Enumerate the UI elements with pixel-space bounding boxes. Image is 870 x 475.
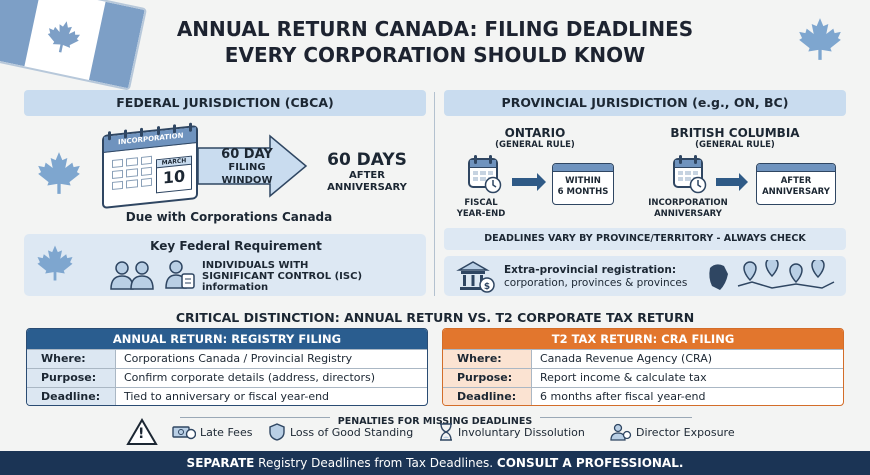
bc-deadline-box: AFTER ANNIVERSARY xyxy=(756,163,836,205)
bc-rule: (GENERAL RULE) xyxy=(695,140,775,150)
svg-text:$: $ xyxy=(484,282,490,292)
penalty-dissolution: Involuntary Dissolution xyxy=(438,423,585,441)
person-gear-icon xyxy=(610,423,632,441)
page-title-line-2: EVERY CORPORATION SHOULD KNOW xyxy=(224,43,646,67)
window-label-1: 60 DAY xyxy=(221,147,273,162)
bc-end-2: ANNIVERSARY xyxy=(762,187,830,197)
penalty-label: Director Exposure xyxy=(636,425,735,439)
bc-arrow-icon xyxy=(716,173,748,191)
bc-start-1: INCORPORATION xyxy=(648,198,728,208)
t2-return-header: T2 TAX RETURN: CRA FILING xyxy=(443,329,843,349)
table-row: Where: Canada Revenue Agency (CRA) xyxy=(443,349,843,368)
footer-part-1: SEPARATE xyxy=(186,456,255,470)
bank-icon: $ xyxy=(456,261,495,293)
penalty-label: Loss of Good Standing xyxy=(290,425,414,439)
days-sub-1: AFTER xyxy=(349,170,385,181)
ontario-start-2: YEAR-END xyxy=(456,209,506,219)
federal-heading: FEDERAL JURISDICTION (CBCA) xyxy=(24,90,426,116)
penalty-label: Involuntary Dissolution xyxy=(458,425,585,439)
days-sub-2: ANNIVERSARY xyxy=(327,182,407,193)
annual-return-table: ANNUAL RETURN: REGISTRY FILING Where: Cor… xyxy=(26,328,428,406)
annual-return-header: ANNUAL RETURN: REGISTRY FILING xyxy=(27,329,427,349)
ontario-end-2: 6 MONTHS xyxy=(557,187,609,197)
row-value: Tied to anniversary or fiscal year-end xyxy=(115,388,427,405)
maple-leaf-icon xyxy=(37,245,73,281)
extra-line-1: Extra-provincial registration: xyxy=(504,264,677,276)
penalty-late-fees: Late Fees xyxy=(172,423,252,441)
row-value: 6 months after fiscal year-end xyxy=(531,388,843,405)
table-row: Deadline: 6 months after fiscal year-end xyxy=(443,387,843,405)
table-row: Where: Corporations Canada / Provincial R… xyxy=(27,349,427,368)
incorporation-calendar-icon: INCORPORATION MARCH 10 xyxy=(102,122,198,210)
provincial-heading: PROVINCIAL JURISDICTION (e.g., ON, BC) xyxy=(444,90,846,116)
row-key: Purpose: xyxy=(443,369,531,387)
page-title-line-1: ANNUAL RETURN CANADA: FILING DEADLINES xyxy=(176,17,694,41)
requirement-line-2: SIGNIFICANT CONTROL (ISC) xyxy=(202,271,363,282)
calendar-day: 10 xyxy=(162,166,186,188)
row-key: Purpose: xyxy=(27,369,115,387)
table-row: Purpose: Report income & calculate tax xyxy=(443,368,843,387)
ontario-deadline-box: WITHIN 6 MONTHS xyxy=(552,163,614,205)
table-row: Purpose: Confirm corporate details (addre… xyxy=(27,368,427,387)
bc-title: BRITISH COLUMBIA xyxy=(670,126,800,140)
footer-banner: SEPARATE Registry Deadlines from Tax Dea… xyxy=(0,451,870,475)
window-label-2: FILING xyxy=(228,162,266,173)
maple-leaf-icon xyxy=(38,152,80,194)
requirement-line-1: INDIVIDUALS WITH xyxy=(202,260,309,271)
penalties-title: PENALTIES FOR MISSING DEADLINES xyxy=(329,416,541,427)
requirement-line-3: information xyxy=(202,282,269,293)
federal-requirement-box xyxy=(24,234,426,296)
bc-end-1: AFTER xyxy=(780,176,812,186)
row-key: Deadline: xyxy=(27,388,115,405)
clock-icon xyxy=(689,176,707,194)
t2-return-table: T2 TAX RETURN: CRA FILING Where: Canada R… xyxy=(442,328,844,406)
table-row: Deadline: Tied to anniversary or fiscal y… xyxy=(27,387,427,405)
distinction-title: CRITICAL DISTINCTION: ANNUAL RETURN VS. … xyxy=(175,310,695,325)
ontario-rule: (GENERAL RULE) xyxy=(495,140,575,150)
vary-note: DEADLINES VARY BY PROVINCE/TERRITORY - A… xyxy=(444,228,846,250)
row-key: Where: xyxy=(443,350,531,368)
row-value: Confirm corporate details (address, dire… xyxy=(115,369,427,387)
panel-divider xyxy=(434,92,435,296)
footer-part-2: Registry Deadlines from Tax Deadlines. xyxy=(254,456,497,470)
bc-start-2: ANNIVERSARY xyxy=(654,209,722,219)
penalty-good-standing: Loss of Good Standing xyxy=(268,423,413,441)
person-id-icon xyxy=(165,260,195,289)
warning-icon: ! xyxy=(126,418,158,446)
penalty-director-exposure: Director Exposure xyxy=(610,423,735,441)
requirement-title: Key Federal Requirement xyxy=(150,239,322,253)
row-key: Deadline: xyxy=(443,388,531,405)
due-text: Due with Corporations Canada xyxy=(125,210,333,224)
penalty-label: Late Fees xyxy=(200,425,253,439)
shield-icon xyxy=(269,423,285,441)
footer-part-3: CONSULT A PROFESSIONAL. xyxy=(496,456,684,470)
days-big: 60 DAYS xyxy=(327,150,407,170)
warning-mark: ! xyxy=(138,426,145,442)
hourglass-icon xyxy=(440,423,452,441)
row-value: Canada Revenue Agency (CRA) xyxy=(531,350,843,368)
people-icon xyxy=(110,261,154,290)
row-value: Corporations Canada / Provincial Registr… xyxy=(115,350,427,368)
clock-icon xyxy=(484,176,502,194)
extra-line-2: corporation, provinces & provinces xyxy=(504,277,688,289)
filing-window-arrow-icon xyxy=(197,134,308,198)
maple-leaf-icon xyxy=(799,18,841,60)
money-icon xyxy=(172,426,196,440)
ontario-title: ONTARIO xyxy=(504,126,566,140)
ontario-start-1: FISCAL xyxy=(464,198,498,208)
window-label-3: WINDOW xyxy=(221,175,273,186)
extra-provincial-box xyxy=(444,256,846,296)
canada-map-pins-icon xyxy=(709,260,835,290)
row-key: Where: xyxy=(27,350,115,368)
ontario-arrow-icon xyxy=(512,173,546,191)
ontario-end-1: WITHIN xyxy=(565,176,601,186)
canada-flag-icon xyxy=(0,0,148,91)
row-value: Report income & calculate tax xyxy=(531,369,843,387)
